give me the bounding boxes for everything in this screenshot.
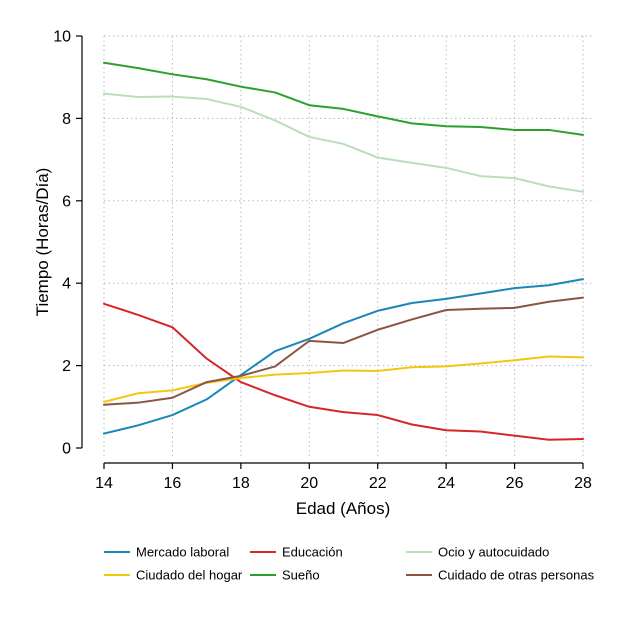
y-tick-label: 2	[62, 358, 71, 375]
x-tick-label: 16	[164, 475, 182, 492]
series-line	[103, 278, 584, 435]
y-axis-title: Tiempo (Horas/Día)	[33, 168, 52, 317]
x-tick-label: 22	[369, 475, 387, 492]
grid	[103, 35, 595, 456]
series-line	[103, 61, 584, 136]
x-tick-label: 20	[300, 475, 318, 492]
y-tick-label: 8	[62, 111, 71, 128]
y-tick-label: 10	[53, 29, 71, 46]
series-line	[103, 296, 584, 406]
legend: Mercado laboral Educación Ocio y autocuida…	[104, 545, 595, 583]
legend-label: Mercado laboral	[136, 545, 229, 560]
y-tick-label: 6	[62, 193, 71, 210]
legend-label: Sueño	[282, 568, 320, 583]
series-line	[103, 92, 584, 193]
series	[103, 61, 584, 441]
legend-label: Ocio y autocuidado	[438, 545, 549, 560]
legend-label: Ciudado del hogar	[136, 568, 243, 583]
y-tick-label: 0	[62, 441, 71, 458]
y-tick-label: 4	[62, 276, 71, 293]
x-axis-title: Edad (Años)	[296, 499, 391, 518]
x-tick-label: 24	[437, 475, 455, 492]
x-tick-label: 18	[232, 475, 250, 492]
x-tick-label: 26	[506, 475, 524, 492]
series-line	[103, 355, 584, 403]
legend-label: Educación	[282, 545, 343, 560]
x-tick-label: 28	[574, 475, 592, 492]
series-line	[103, 302, 584, 441]
legend-label: Cuidado de otras personas	[438, 568, 595, 583]
x-tick-label: 14	[95, 475, 113, 492]
